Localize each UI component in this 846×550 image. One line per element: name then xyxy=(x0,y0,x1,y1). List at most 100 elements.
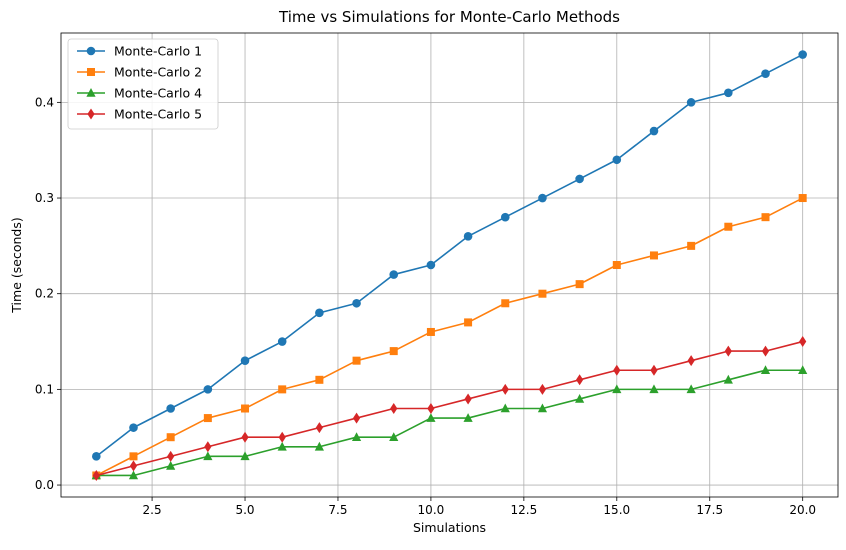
y-tick-label: 0.4 xyxy=(35,95,54,109)
data-point xyxy=(761,345,770,357)
data-point xyxy=(612,155,622,165)
legend-marker xyxy=(86,88,96,97)
data-point xyxy=(166,433,175,442)
y-tick-label: 0.1 xyxy=(35,382,54,396)
legend-box xyxy=(67,38,219,130)
data-point xyxy=(352,356,361,365)
y-tick-label: 0.3 xyxy=(35,191,54,205)
series-group xyxy=(92,50,807,461)
legend: Monte-Carlo 1 Monte-Carlo 2 Monte-Carlo 4 M… xyxy=(67,38,219,130)
series-group xyxy=(91,365,808,480)
data-point xyxy=(167,450,175,462)
legend-marker xyxy=(86,46,96,56)
data-point xyxy=(277,441,287,451)
data-point xyxy=(390,403,398,415)
legend-label: Monte-Carlo 5 xyxy=(114,107,202,122)
data-point xyxy=(351,432,362,442)
x-axis-label: Simulations xyxy=(413,520,486,535)
data-point xyxy=(352,298,361,308)
data-point xyxy=(278,431,286,443)
data-point xyxy=(241,431,249,443)
series-group xyxy=(92,336,807,481)
legend-label: Monte-Carlo 2 xyxy=(114,65,202,80)
data-point xyxy=(352,412,361,424)
x-tick-label: 12.5 xyxy=(510,503,537,517)
data-point xyxy=(798,194,807,203)
data-point xyxy=(649,384,659,394)
legend-marker xyxy=(87,108,95,120)
data-point xyxy=(537,403,548,413)
data-point xyxy=(128,470,139,480)
data-point xyxy=(166,404,175,413)
data-point xyxy=(426,260,436,270)
y-axis-label: Time (seconds) xyxy=(9,217,24,313)
data-point xyxy=(798,365,808,375)
data-point xyxy=(501,383,509,395)
data-point xyxy=(686,384,696,394)
x-tick-label: 20.0 xyxy=(789,503,816,517)
x-tick-label: 15.0 xyxy=(603,503,630,517)
data-point xyxy=(799,336,807,348)
x-tick-label: 10.0 xyxy=(418,503,445,517)
series-line xyxy=(95,53,804,457)
data-point xyxy=(464,393,472,405)
grid xyxy=(61,33,838,497)
data-point xyxy=(426,327,435,336)
plot-frame xyxy=(60,32,839,498)
data-point xyxy=(92,469,100,481)
data-point xyxy=(427,403,435,415)
data-point xyxy=(315,308,324,318)
data-point xyxy=(724,222,733,231)
data-point xyxy=(575,280,584,289)
data-point xyxy=(464,318,473,327)
data-point xyxy=(240,356,250,365)
data-point xyxy=(613,364,621,376)
data-point xyxy=(501,299,510,308)
data-point xyxy=(649,126,659,136)
data-point xyxy=(166,460,176,470)
series-layer xyxy=(91,50,808,481)
data-point xyxy=(761,69,770,78)
data-point xyxy=(500,403,510,413)
data-point xyxy=(315,422,323,434)
y-tick-label: 0.0 xyxy=(35,478,54,492)
data-point xyxy=(723,374,733,384)
data-point xyxy=(687,241,696,250)
data-point xyxy=(240,451,250,461)
data-point xyxy=(724,88,733,98)
data-point xyxy=(500,212,510,222)
data-point xyxy=(277,337,287,346)
data-point xyxy=(241,404,250,413)
data-point xyxy=(760,365,771,375)
data-point xyxy=(314,441,324,451)
data-point xyxy=(389,432,399,442)
legend-item: Monte-Carlo 1 xyxy=(77,44,202,59)
data-point xyxy=(203,414,212,423)
data-point xyxy=(576,374,584,386)
series-line xyxy=(96,340,803,477)
data-point xyxy=(315,375,324,384)
data-point xyxy=(538,289,547,298)
data-point xyxy=(129,460,138,472)
data-point xyxy=(761,213,770,222)
series-line xyxy=(95,197,804,477)
data-point xyxy=(612,261,621,269)
data-point xyxy=(650,364,658,376)
y-tick-label: 0.2 xyxy=(35,287,54,301)
data-point xyxy=(426,413,436,422)
data-point xyxy=(649,251,658,260)
data-point xyxy=(687,355,695,367)
data-point xyxy=(129,452,138,461)
series-group xyxy=(92,194,807,480)
data-point xyxy=(92,452,101,461)
data-point xyxy=(724,345,732,357)
legend-marker xyxy=(87,68,95,76)
series-line xyxy=(96,369,803,477)
data-point xyxy=(204,441,212,453)
x-tick-label: 17.5 xyxy=(696,503,723,517)
data-point xyxy=(575,393,585,403)
legend-item: Monte-Carlo 4 xyxy=(77,86,202,101)
legend-item: Monte-Carlo 5 xyxy=(77,107,202,122)
data-point xyxy=(463,231,473,241)
